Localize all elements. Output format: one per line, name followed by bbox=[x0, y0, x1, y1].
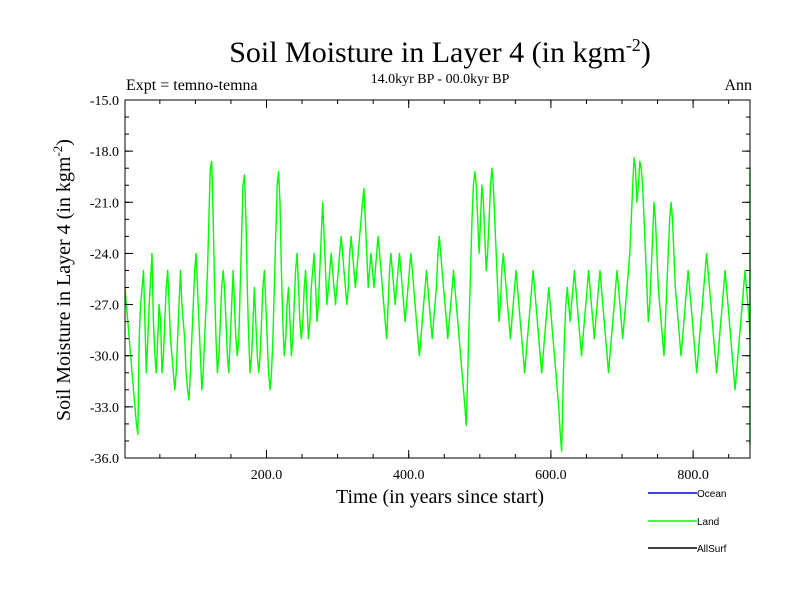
experiment-label: Expt = temno-temna bbox=[126, 77, 258, 94]
y-axis-label: Soil Moisture in Layer 4 (in kgm-2) bbox=[50, 139, 75, 421]
legend: Ocean Land AllSurf bbox=[648, 489, 727, 555]
x-tick-label: 800.0 bbox=[677, 468, 709, 483]
x-axis-label: Time (in years since start) bbox=[336, 486, 544, 508]
x-tick-label: 400.0 bbox=[393, 468, 425, 483]
y-tick-label: -15.0 bbox=[90, 94, 119, 109]
x-tick-label: 600.0 bbox=[535, 468, 567, 483]
y-tick-label: -27.0 bbox=[90, 299, 119, 314]
legend-label-allsurf: AllSurf bbox=[697, 544, 727, 555]
legend-label-land: Land bbox=[697, 517, 719, 528]
y-tick-label: -30.0 bbox=[90, 350, 119, 365]
x-tick-label: 200.0 bbox=[251, 468, 283, 483]
chart-subtitle: 14.0kyr BP - 00.0kyr BP bbox=[371, 72, 510, 87]
plot-area: -15.0 -18.0 -21.0 -24.0 -27.0 -30.0 -33.0 -36.0… bbox=[90, 94, 751, 483]
y-tick-label: -21.0 bbox=[90, 196, 119, 211]
series-line-land bbox=[124, 157, 751, 452]
plot-frame bbox=[124, 99, 751, 459]
y-tick-label: -36.0 bbox=[90, 452, 119, 467]
y-tick-label: -18.0 bbox=[90, 145, 119, 160]
legend-label-ocean: Ocean bbox=[697, 489, 726, 500]
chart-title: Soil Moisture in Layer 4 (in kgm-2) bbox=[229, 35, 651, 69]
season-label: Ann bbox=[724, 77, 752, 94]
y-tick-label: -33.0 bbox=[90, 401, 119, 416]
y-tick-label: -24.0 bbox=[90, 247, 119, 262]
chart-title-group: Soil Moisture in Layer 4 (in kgm-2) 14.0… bbox=[126, 35, 752, 94]
